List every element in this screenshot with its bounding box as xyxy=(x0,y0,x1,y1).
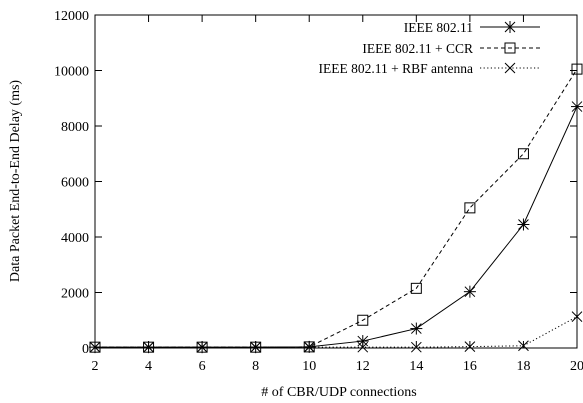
data-point xyxy=(571,311,583,322)
series-line-1 xyxy=(95,106,578,348)
y-tick-label: 10000 xyxy=(54,65,89,80)
series-line-2 xyxy=(95,68,578,348)
data-point xyxy=(89,341,101,353)
data-point xyxy=(517,148,529,160)
x-tick-label: 4 xyxy=(145,359,152,374)
data-point xyxy=(143,341,154,353)
data-point xyxy=(464,341,476,352)
data-point xyxy=(464,202,476,214)
x-tick-label: 8 xyxy=(252,359,259,374)
data-point xyxy=(463,285,476,298)
data-point xyxy=(518,340,529,352)
data-point xyxy=(357,341,369,353)
data-point xyxy=(89,341,101,353)
y-tick-label: 2000 xyxy=(61,287,89,302)
series-1 xyxy=(89,100,583,354)
data-point xyxy=(357,314,369,326)
x-tick-label: 16 xyxy=(463,359,477,374)
legend-label: IEEE 802.11 + CCR xyxy=(362,41,473,56)
data-point xyxy=(410,341,422,353)
legend-entry-2: IEEE 802.11 + CCR xyxy=(362,41,540,56)
x-tick-label: 6 xyxy=(199,359,206,374)
data-point xyxy=(410,282,422,294)
x-tick-label: 14 xyxy=(409,359,423,374)
legend-entry-3: IEEE 802.11 + RBF antenna xyxy=(319,61,540,76)
y-tick-label: 0 xyxy=(82,342,89,357)
legend-marker xyxy=(504,62,516,74)
series-line-3 xyxy=(95,316,578,348)
legend-marker xyxy=(504,21,516,33)
data-point xyxy=(303,341,315,353)
data-point xyxy=(517,218,530,231)
y-axis-label: Data Packet End-to-End Delay (ms) xyxy=(8,80,23,282)
y-tick-label: 8000 xyxy=(61,120,89,135)
data-point xyxy=(356,335,369,348)
data-point xyxy=(196,341,208,353)
series-2 xyxy=(89,63,583,353)
legend-marker xyxy=(504,42,516,54)
legend-label: IEEE 802.11 xyxy=(404,20,473,35)
x-tick-label: 18 xyxy=(516,359,530,374)
data-point xyxy=(250,341,262,353)
x-axis-label: # of CBR/UDP connections xyxy=(261,385,416,400)
legend-label: IEEE 802.11 + RBF antenna xyxy=(319,61,473,76)
data-point xyxy=(571,100,583,113)
x-tick-label: 20 xyxy=(570,359,583,374)
x-tick-label: 2 xyxy=(92,359,99,374)
x-tick-label: 10 xyxy=(302,359,316,374)
y-tick-label: 6000 xyxy=(61,176,89,191)
y-tick-label: 4000 xyxy=(61,231,89,246)
data-point xyxy=(410,322,423,335)
data-point xyxy=(571,63,583,75)
x-tick-label: 12 xyxy=(356,359,370,374)
legend-entry-1: IEEE 802.11 xyxy=(404,20,540,35)
series-3 xyxy=(89,311,583,353)
y-tick-label: 12000 xyxy=(54,9,89,24)
